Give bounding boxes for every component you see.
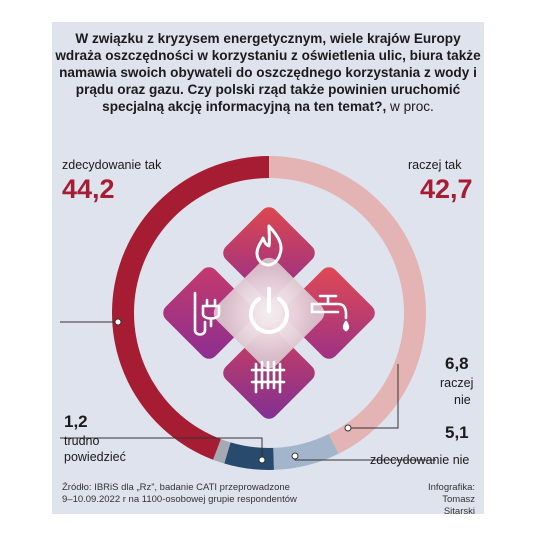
chart-question: W związku z kryzysem energetycznym, wiel… <box>52 30 484 115</box>
faucet-icon <box>310 294 350 332</box>
value-raczej-nie: 6,8 <box>445 354 469 373</box>
leader-dot-raczej-nie <box>344 424 352 432</box>
power-icon <box>249 287 289 334</box>
slice-raczej-nie <box>273 434 339 470</box>
credit-line-1: Infografika: <box>428 482 475 493</box>
credit-note: Infografika: Tomasz Sitarski <box>410 482 475 518</box>
plug-tile <box>163 267 255 359</box>
radiator-icon <box>250 360 286 394</box>
slice-trudno-powiedzieć <box>213 439 231 464</box>
value-trudno: 1,2 <box>64 412 88 431</box>
label-zdecydowanie-tak: zdecydowanie tak <box>62 158 162 172</box>
slice-raczej-tak <box>269 156 426 454</box>
flame-tile <box>223 207 315 299</box>
leader-dot-zdecydowanie-tak <box>114 318 122 326</box>
source-note: Źródło: IBRiS dla „Rz”, badanie CATI prz… <box>62 482 297 506</box>
label-trudno-2: powiedzieć <box>64 450 126 464</box>
leader-lines <box>60 318 436 464</box>
leader-raczej-nie <box>348 364 399 429</box>
leader-dot-zdecydowanie-nie <box>291 452 299 460</box>
label-zdecydowanie-nie: zdecydowanie nie <box>370 453 470 467</box>
plug-icon <box>193 291 221 336</box>
icon-diamond <box>163 207 375 419</box>
leader-trudno <box>60 437 263 458</box>
label-trudno-1: trudno <box>64 434 100 448</box>
value-zdecydowanie-tak: 44,2 <box>62 174 115 204</box>
slice-zdecydowanie-nie <box>224 442 274 470</box>
label-raczej-nie-1: raczej <box>440 376 474 390</box>
credit-line-2: Tomasz Sitarski <box>442 494 475 517</box>
flame-icon <box>255 224 283 267</box>
question-unit: w proc. <box>386 99 434 114</box>
slice-zdecydowanie-tak <box>112 156 269 460</box>
question-text: W związku z kryzysem energetycznym, wiel… <box>55 31 481 114</box>
label-raczej-nie-2: nie <box>454 393 471 407</box>
source-line-1: Źródło: IBRiS dla „Rz”, badanie CATI prz… <box>62 482 290 493</box>
source-line-2: 9–10.09.2022 r na 1100-osobowej grupie r… <box>62 494 297 505</box>
value-raczej-tak: 42,7 <box>420 174 473 204</box>
value-zdecydowanie-nie: 5,1 <box>445 423 469 442</box>
label-raczej-tak: raczej tak <box>408 158 462 172</box>
leader-dot-trudno <box>258 456 266 464</box>
